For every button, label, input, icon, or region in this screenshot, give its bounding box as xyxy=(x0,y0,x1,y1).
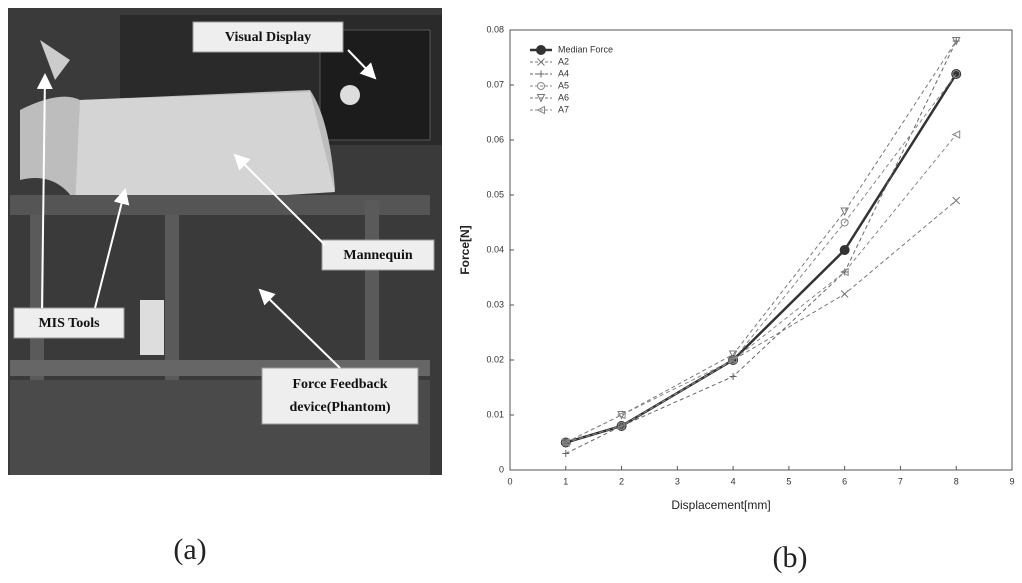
data-point xyxy=(841,268,849,276)
x-axis-label: Displacement[mm] xyxy=(671,498,770,512)
caption: (a) xyxy=(173,533,206,566)
x-tick-label: 1 xyxy=(563,476,568,486)
label-mis-tools: MIS Tools xyxy=(38,316,100,331)
y-tick-label: 0.05 xyxy=(486,189,504,199)
data-point xyxy=(561,438,570,447)
data-point xyxy=(840,218,849,227)
y-tick-label: 0.03 xyxy=(486,299,504,309)
label-force-feedback: Force Feedback xyxy=(293,377,388,392)
y-tick-label: 0.08 xyxy=(486,24,504,34)
plot-frame xyxy=(509,29,1013,471)
legend-marker xyxy=(536,94,546,103)
series-line xyxy=(565,73,957,443)
x-tick-label: 9 xyxy=(1009,476,1014,486)
x-tick-label: 7 xyxy=(898,476,903,486)
x-tick-label: 5 xyxy=(786,476,791,486)
photo: Visual Display Mannequin MIS Tools Force… xyxy=(8,8,442,475)
y-tick-label: 0.07 xyxy=(486,79,504,89)
data-point xyxy=(840,267,849,277)
label-mannequin: Mannequin xyxy=(343,248,412,263)
arrows xyxy=(36,49,377,369)
caption: (b) xyxy=(773,541,808,574)
data-point xyxy=(840,207,849,217)
data-point xyxy=(728,350,738,360)
y-tick-label: 0.01 xyxy=(486,409,504,419)
data-point xyxy=(840,290,849,298)
legend-label: A6 xyxy=(558,92,569,102)
y-tick-label: 0 xyxy=(499,464,504,474)
legend-label: A4 xyxy=(558,68,569,78)
legend-marker xyxy=(537,70,545,78)
data-point xyxy=(729,373,737,380)
legend-marker xyxy=(537,82,545,90)
data-point xyxy=(951,130,961,139)
y-tick-label: 0.04 xyxy=(486,244,504,254)
legend-label: A5 xyxy=(558,80,569,90)
legend-label: Median Force xyxy=(558,44,613,54)
legend-marker xyxy=(537,58,545,66)
label-force-feedback: device(Phantom) xyxy=(289,400,390,415)
y-tick-label: 0.02 xyxy=(486,354,504,364)
data-point xyxy=(617,422,626,430)
x-tick-label: 0 xyxy=(507,476,512,486)
legend-label: A7 xyxy=(558,104,569,114)
data-point xyxy=(562,450,570,457)
data-point xyxy=(561,438,571,448)
label-visual-display: Visual Display xyxy=(225,30,311,45)
legend-label: A2 xyxy=(558,56,569,66)
y-tick-label: 0.06 xyxy=(486,134,504,144)
series-line xyxy=(565,73,958,444)
legend-marker xyxy=(536,105,545,115)
series-line xyxy=(565,40,957,443)
chart: 0 1 2 3 4 5 6 7 8 9 0 0.01 0.02 0.03 0.04 0.05 0.06 0.07 0… xyxy=(458,24,1014,512)
data-point xyxy=(616,410,626,420)
y-axis-label: Force[N] xyxy=(458,225,472,274)
series-line xyxy=(565,40,957,454)
x-tick-label: 3 xyxy=(675,476,680,486)
x-tick-label: 2 xyxy=(619,476,624,486)
x-tick-label: 8 xyxy=(954,476,959,486)
data-point xyxy=(839,245,850,255)
data-point xyxy=(952,196,961,205)
series-line xyxy=(565,134,957,443)
x-tick-label: 6 xyxy=(842,476,847,486)
legend-marker xyxy=(536,45,546,55)
series-line xyxy=(565,200,957,443)
data-point xyxy=(951,37,961,46)
data-point xyxy=(728,355,738,365)
x-tick-label: 4 xyxy=(731,476,736,486)
data-point xyxy=(952,70,961,78)
data-point xyxy=(617,411,626,420)
